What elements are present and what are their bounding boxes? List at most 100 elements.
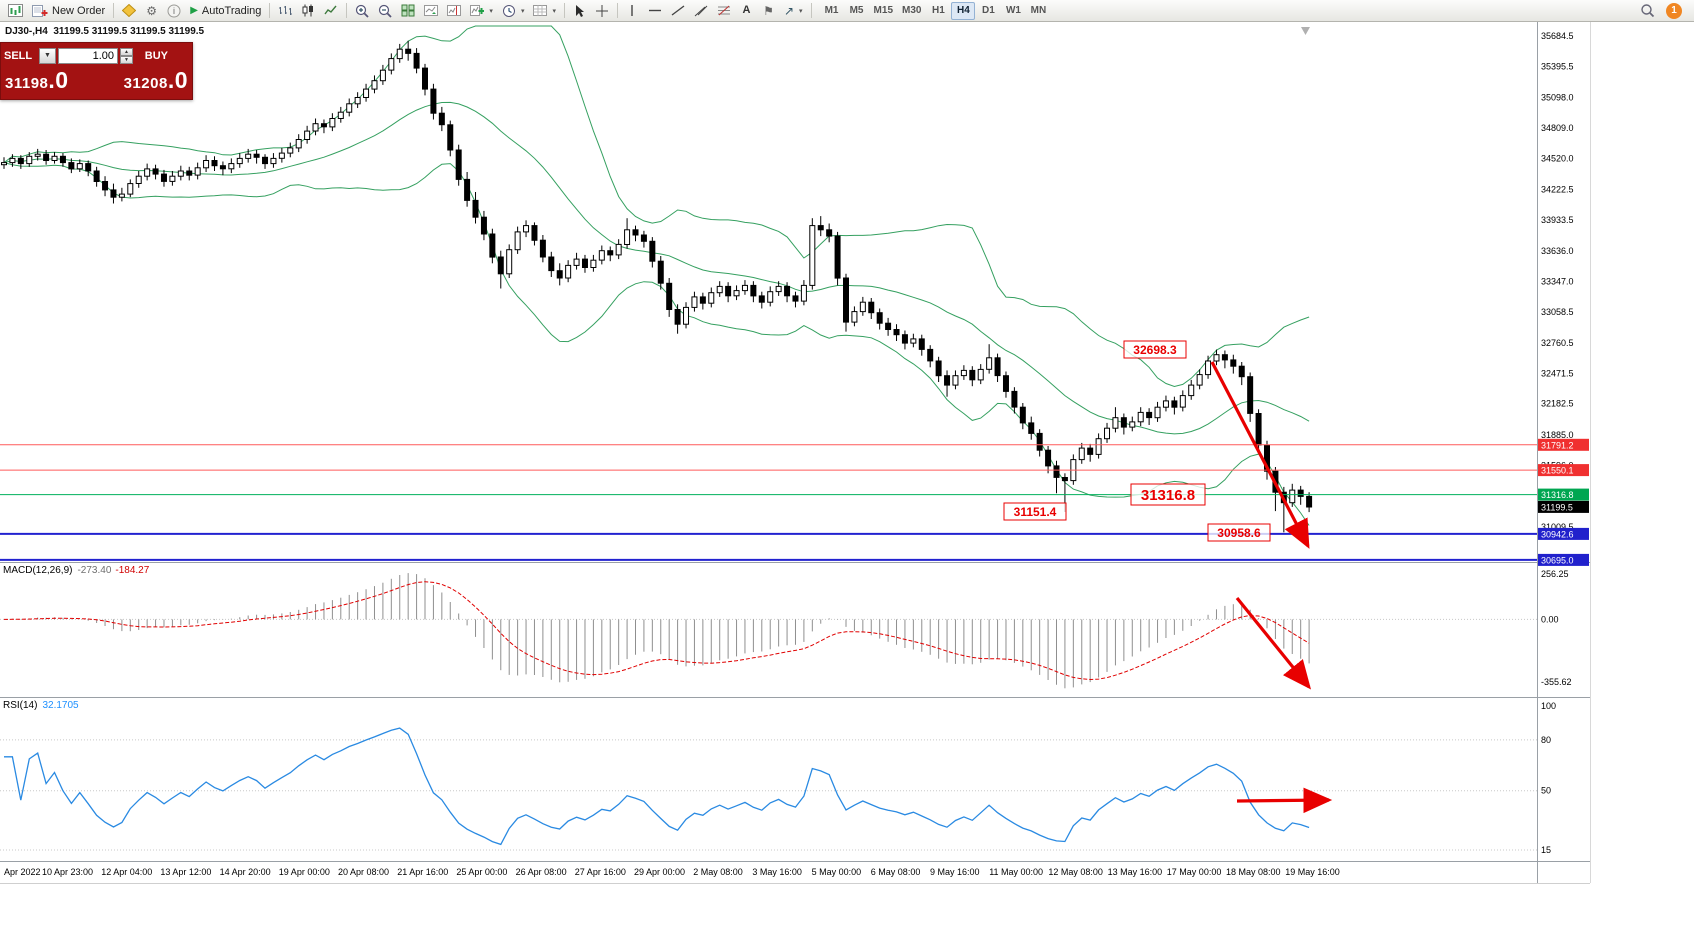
trend-arrow[interactable] (1210, 361, 1310, 549)
price-tag (1538, 464, 1589, 477)
notification-badge[interactable]: 1 (1666, 2, 1682, 19)
volume-dropdown[interactable]: ▼ (39, 47, 56, 64)
timeframe-button-h1[interactable]: H1 (932, 5, 945, 16)
timeframe-button-m5[interactable]: M5 (849, 5, 864, 16)
time-axis-label: Apr 2022 (4, 867, 41, 877)
price-axis-label: 34520.0 (1541, 153, 1574, 163)
candle-body (927, 348, 934, 362)
chart-shift-button[interactable] (443, 1, 465, 21)
buy-price-frac: .0 (167, 67, 188, 93)
trend-arrow[interactable] (1235, 596, 1312, 690)
candlestick-chart-button[interactable] (297, 1, 319, 21)
annotation-box[interactable] (1207, 523, 1271, 542)
candle-body (430, 88, 437, 114)
buy-label[interactable]: BUY (144, 49, 168, 62)
spin-down-icon[interactable]: ▼ (120, 55, 133, 64)
horizontal-line-button[interactable] (644, 1, 666, 21)
candle-body (674, 309, 681, 325)
timeframe-button-m15[interactable]: M15 (873, 5, 893, 16)
candle-body (295, 139, 302, 149)
macd-signal-value: -184.27 (115, 565, 150, 576)
annotation-box[interactable] (1130, 483, 1206, 506)
vertical-line-icon (631, 5, 634, 16)
candle-body (1289, 489, 1296, 504)
sell-button[interactable]: 31198.0 (5, 66, 69, 98)
candle-body (472, 199, 479, 218)
sell-label[interactable]: SELL (4, 49, 33, 62)
metaeditor-button[interactable] (118, 1, 140, 21)
options-icon: ⚙ (146, 3, 158, 18)
annotation-box[interactable] (1003, 502, 1067, 521)
auto-scroll-button[interactable] (420, 1, 442, 21)
candle-body (1297, 489, 1304, 497)
candle-body (758, 295, 765, 303)
crosshair-button[interactable] (591, 1, 613, 21)
trend-arrow[interactable] (1236, 787, 1333, 814)
line-chart-icon (324, 5, 337, 15)
periods-button[interactable]: ▾ (498, 1, 529, 21)
timeframe-button-h4[interactable]: H4 (951, 1, 976, 20)
candle-body (203, 160, 210, 169)
arrows-tool-button[interactable]: ↗ ▾ (780, 1, 807, 21)
volume-spinner[interactable]: ▲ ▼ (120, 47, 133, 64)
time-axis-label: 10 Apr 23:00 (42, 867, 93, 877)
candle-body (1053, 465, 1060, 478)
search-button[interactable] (1636, 1, 1659, 21)
spin-up-icon[interactable]: ▲ (120, 47, 133, 56)
fibonacci-button[interactable] (713, 1, 735, 21)
timeframe-button-m1[interactable]: M1 (824, 5, 839, 16)
candle-body (34, 153, 41, 157)
toolbar-separator (810, 3, 812, 18)
tile-windows-button[interactable] (397, 1, 419, 21)
candle-body (506, 249, 513, 275)
channel-button[interactable] (690, 1, 712, 21)
time-axis-label: 12 May 08:00 (1048, 867, 1103, 877)
candle-body (1179, 395, 1186, 408)
trendline-button[interactable] (667, 1, 689, 21)
label-button[interactable]: ⚑ (758, 1, 779, 21)
candle-body (556, 270, 563, 279)
zoom-in-icon (356, 4, 370, 18)
text-button[interactable]: A (736, 1, 757, 21)
new-order-icon (32, 4, 48, 17)
candle-body (994, 357, 1001, 377)
templates-button[interactable]: ▾ (529, 1, 560, 21)
annotation-text: 31151.4 (1014, 505, 1057, 519)
timeframe-button-w1[interactable]: W1 (1005, 5, 1021, 16)
line-chart-button[interactable] (320, 1, 342, 21)
candle-body (169, 175, 176, 182)
channel-icon (694, 5, 708, 17)
time-axis-label: 17 May 00:00 (1167, 867, 1222, 877)
candle-body (708, 292, 715, 304)
chart-shift-marker[interactable] (1301, 27, 1310, 35)
cursor-button[interactable] (569, 1, 590, 21)
indicators-button[interactable]: ▾ (466, 1, 497, 21)
timeframe-button-mn[interactable]: MN (1030, 5, 1047, 16)
candle-body (144, 168, 151, 177)
price-axis-label: 33933.5 (1541, 215, 1574, 225)
main-toolbar: New Order ⚙ i ▶ AutoTrading ▾ ▾ (0, 0, 1694, 22)
bar-chart-button[interactable] (274, 1, 296, 21)
volume-input[interactable] (58, 47, 118, 64)
vertical-line-button[interactable] (622, 1, 643, 21)
timeframe-button-d1[interactable]: D1 (982, 5, 995, 16)
new-chart-button[interactable] (4, 1, 27, 21)
buy-button[interactable]: 31208.0 (124, 66, 188, 98)
autotrading-button[interactable]: ▶ AutoTrading (186, 1, 265, 21)
toolbar-separator (269, 3, 271, 18)
new-order-button[interactable]: New Order (28, 1, 109, 21)
candle-body (548, 256, 555, 272)
trendline-icon (671, 5, 685, 16)
chevron-down-icon: ▾ (489, 7, 493, 15)
options-button[interactable]: ⚙ (141, 1, 162, 21)
candle-body (1, 162, 7, 166)
text-icon: A (742, 4, 751, 16)
candle-body (640, 234, 647, 242)
metaeditor-icon (122, 4, 137, 17)
zoom-out-button[interactable] (374, 1, 396, 21)
about-button[interactable]: i (163, 1, 185, 21)
zoom-in-button[interactable] (351, 1, 373, 21)
timeframe-button-m30[interactable]: M30 (902, 5, 922, 16)
annotation-box[interactable] (1123, 340, 1187, 359)
